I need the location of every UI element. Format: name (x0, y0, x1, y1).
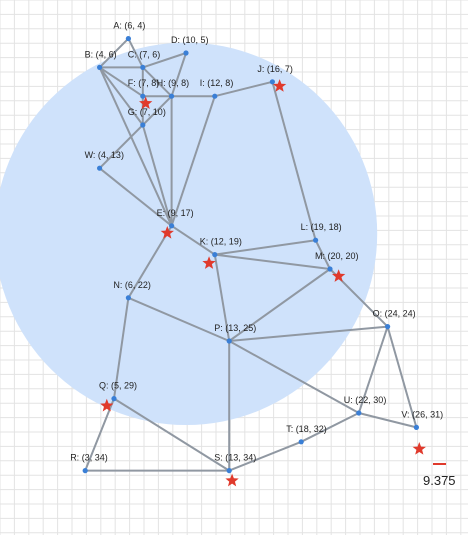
vertex-H (169, 93, 175, 99)
edge-O-V (386, 326, 418, 428)
edge-K-M (214, 253, 331, 270)
edge-C-D (142, 52, 187, 69)
vertex-A (125, 36, 131, 42)
vertex-label-H: H: (9, 8) (157, 78, 190, 88)
vertex-R (82, 468, 88, 474)
star-marker-5 (331, 269, 346, 282)
vertex-D (183, 50, 189, 56)
vertex-labels: A: (6, 4) B: (4, 6) C: (7, 6) D: (10, 5) F: … (70, 21, 443, 463)
edge-K-L (214, 239, 316, 256)
vertex-label-A: A: (6, 4) (113, 21, 145, 31)
vertex-label-N: N: (6, 22) (113, 280, 151, 290)
edge-Q-R (84, 398, 115, 471)
vertex-O (385, 324, 391, 330)
vertex-B (97, 64, 103, 70)
vertex-U (356, 410, 362, 416)
vertex-label-S: S: (13, 34) (214, 453, 256, 463)
star-marker-6 (100, 398, 114, 412)
vertex-J (269, 79, 275, 85)
star-markers (100, 79, 426, 487)
star-marker-2 (272, 79, 287, 92)
vertex-label-O: O: (24, 24) (373, 309, 416, 319)
vertex-label-I: I: (12, 8) (200, 78, 234, 88)
vertex-Q (111, 396, 117, 402)
edge-Q-S (113, 397, 230, 472)
edge-I-J (214, 80, 273, 98)
edge-W-E (98, 167, 173, 227)
vertex-F (140, 93, 146, 99)
edge-U-V (358, 412, 417, 429)
vertex-N (125, 295, 131, 301)
edge-P-O (229, 325, 388, 342)
star-marker-8 (412, 442, 426, 455)
vertex-E (169, 223, 175, 229)
edge-M-P (228, 268, 331, 342)
edge-A-B (98, 37, 130, 69)
vertex-label-U: U: (22, 30) (344, 395, 387, 405)
edge-L-M (314, 239, 331, 270)
scale-value: 9.375 (423, 473, 456, 488)
vertex-G (140, 122, 146, 128)
vertex-K (212, 252, 218, 258)
coverage-disk (0, 42, 378, 425)
edge-E-K (171, 224, 216, 256)
edge-P-U (228, 340, 360, 414)
vertex-W (97, 165, 103, 171)
edge-B-F (99, 66, 144, 98)
edge-D-H (170, 52, 187, 97)
edge-U-T (300, 412, 360, 443)
vertex-label-Q: Q: (5, 29) (99, 381, 137, 391)
edge-O-U (357, 326, 389, 414)
vertex-label-D: D: (10, 5) (171, 35, 209, 45)
vertex-L (313, 237, 319, 243)
vertices (82, 36, 419, 474)
vertex-label-P: P: (13, 25) (214, 323, 256, 333)
edges (84, 37, 418, 472)
edge-C-H (142, 66, 173, 97)
vertex-label-W: W: (4, 13) (85, 150, 124, 160)
edge-G-H (142, 95, 173, 126)
vertex-label-F: F: (7, 8) (128, 78, 160, 88)
edge-N-P (128, 296, 230, 342)
edge-B-E (98, 66, 173, 227)
vertex-label-L: L: (19, 18) (301, 222, 342, 232)
vertex-label-B: B: (4, 6) (85, 49, 117, 59)
edge-W-G (98, 124, 144, 169)
vertex-label-C: C: (7, 6) (128, 49, 161, 59)
vertex-P (226, 338, 232, 344)
edge-I-E (170, 95, 216, 227)
vertex-label-T: T: (18, 32) (286, 424, 327, 434)
vertex-label-E: E: (9, 17) (157, 208, 194, 218)
vertex-label-G: G: (7, 10) (128, 107, 166, 117)
vertex-S (226, 468, 232, 474)
edge-J-L (271, 81, 317, 241)
vertex-T (298, 439, 304, 445)
star-marker-7 (225, 473, 239, 487)
star-marker-3 (160, 226, 174, 239)
edge-K-P (213, 254, 231, 342)
edge-A-C (127, 38, 144, 68)
edge-T-S (228, 440, 302, 472)
vertex-label-K: K: (12, 19) (200, 237, 242, 247)
star-marker-1 (139, 96, 153, 110)
vertex-label-R: R: (3, 34) (70, 453, 108, 463)
vertex-V (413, 424, 419, 430)
vertex-label-J: J: (16, 7) (257, 64, 293, 74)
vertex-C (140, 64, 146, 70)
vertex-label-V: V: (26, 31) (401, 409, 443, 419)
edge-N-Q (113, 297, 130, 399)
vertex-label-M: M: (20, 20) (315, 251, 359, 261)
vertex-M (327, 266, 333, 272)
edge-B-G (98, 66, 144, 126)
vertex-I (212, 93, 218, 99)
scale-indicator: 9.375 (423, 463, 456, 488)
star-marker-4 (202, 256, 216, 269)
edge-G-E (141, 124, 173, 227)
